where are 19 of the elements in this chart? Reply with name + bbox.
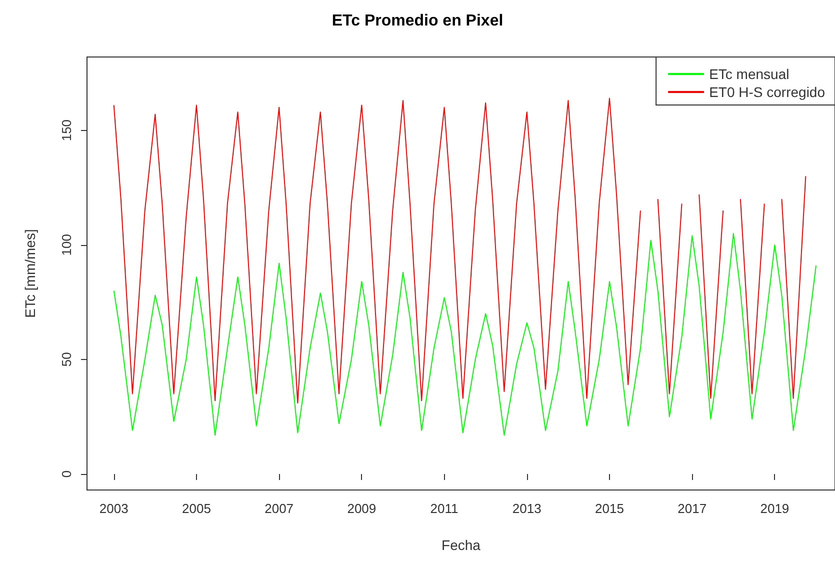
x-tick-label: 2011 <box>430 501 458 516</box>
x-tick-label: 2009 <box>347 501 376 516</box>
x-tick-label: 2013 <box>512 501 542 516</box>
y-tick-label: 100 <box>59 234 74 256</box>
x-tick-label: 2003 <box>99 501 128 516</box>
legend-label: ET0 H-S corregido <box>709 84 826 100</box>
legend-label: ETc mensual <box>709 66 790 82</box>
x-tick-label: 2007 <box>264 501 294 516</box>
x-tick-label: 2015 <box>595 501 624 516</box>
y-tick-label: 50 <box>59 352 74 367</box>
y-axis-title: ETc [mm/mes] <box>22 229 38 318</box>
y-tick-label: 150 <box>59 119 74 142</box>
x-axis-title: Fecha <box>442 537 481 553</box>
x-tick-label: 2005 <box>182 501 211 516</box>
y-tick-label: 0 <box>59 470 74 478</box>
chart-title: ETc Promedio en Pixel <box>332 12 504 30</box>
line-series <box>113 232 816 436</box>
x-tick-label: 2017 <box>678 501 707 516</box>
x-tick-label: 2019 <box>760 501 790 516</box>
